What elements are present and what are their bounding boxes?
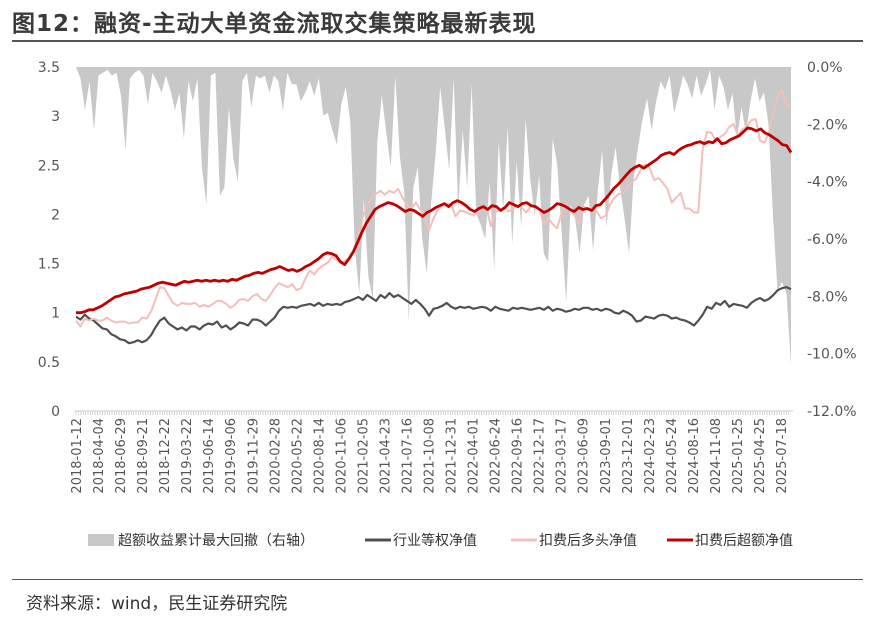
legend-label: 行业等权净值 [393,532,477,549]
left-y-axis: 0 0.5 1 1.5 2 2.5 3 3.5 [38,60,60,420]
x-tick-label: 2025-07-18 [775,418,790,494]
x-tick-label: 2020-05-22 [290,418,305,494]
legend-item-drawdown: 超额收益累计最大回撤（右轴） [88,533,314,549]
y-right-tick-label: -8.0% [807,289,848,305]
x-tick-label: 2022-04-01 [467,418,482,494]
x-tick-label: 2019-03-22 [180,418,195,494]
x-tick-label: 2024-02-23 [643,418,658,494]
series-long-nav-line [75,89,792,328]
x-tick-label: 2023-06-09 [577,418,592,494]
x-tick-label: 2021-04-23 [378,418,393,494]
x-tick-label: 2025-01-25 [731,418,746,494]
title-divider [12,40,863,42]
y-left-tick-label: 2.5 [38,158,60,174]
y-left-tick-label: 2 [51,207,60,223]
x-tick-label: 2021-12-31 [445,418,460,494]
y-right-tick-label: -4.0% [807,175,848,191]
x-tick-label: 2018-01-12 [70,418,85,494]
x-tick-label: 2019-09-06 [224,418,239,494]
y-left-tick-label: 3.5 [38,60,60,76]
legend-swatch [88,534,114,546]
x-tick-label: 2020-11-06 [334,418,349,494]
legend-item-long: 扣费后多头净值 [511,532,637,549]
y-left-tick-label: 1.5 [38,257,60,273]
legend-item-excess: 扣费后超额净值 [667,533,793,549]
series-lines-group [75,89,793,345]
x-tick-label: 2021-07-16 [401,418,416,494]
chart: 00.511.522.533.5 -12.0%-10.0%-8.0%-6.0%-… [38,60,857,549]
right-y-axis: -12.0% -10.0% -8.0% -6.0% -4.0% -2.0% 0.0% [807,60,857,420]
y-right-tick-label: -2.0% [807,117,848,133]
x-tick-label: 2022-06-24 [489,418,504,494]
x-tick-label: 2020-08-14 [312,418,327,494]
drawdown-area-group [76,67,791,366]
y-right-tick-label: -10.0% [807,347,857,363]
x-tick-label: 2022-12-17 [533,418,548,494]
x-axis-labels: 2018-01-12 2018-04-04 2018-06-29 2018-09-21… [70,418,790,494]
x-tick-label: 2022-09-16 [511,418,526,494]
y-right-tick-label: -12.0% [807,404,857,420]
x-tick-label: 2021-10-08 [423,418,438,494]
series-drawdown-area [76,67,791,366]
series-industry-equal-weight-line [75,286,792,345]
y-right-tick-label: 0.0% [807,60,843,76]
x-tick-label: 2019-11-29 [246,418,261,494]
legend-label: 超额收益累计最大回撤（右轴） [118,533,314,549]
y-left-tick-label: 1 [51,306,60,322]
chart-title: 图12：融资-主动大单资金流取交集策略最新表现 [12,11,537,37]
x-tick-label: 2018-09-21 [136,418,151,494]
x-tick-label: 2018-12-22 [158,418,173,494]
legend-item-industry: 行业等权净值 [365,532,477,549]
y-right-tick-label: -6.0% [807,232,848,248]
x-tick-label: 2023-12-01 [621,418,636,494]
x-tick-label: 2023-09-01 [599,418,614,494]
x-tick-label: 2018-04-04 [92,418,107,494]
x-tick-label: 2018-06-29 [114,418,129,494]
series-excess-nav-line [76,126,793,315]
x-tick-label: 2021-02-05 [356,418,371,494]
source-note: 资料来源：wind，民生证券研究院 [26,594,288,614]
x-tick-label: 2024-05-24 [665,418,680,494]
legend-label: 扣费后超额净值 [695,533,793,549]
y-left-tick-label: 0 [51,404,60,420]
legend-label: 扣费后多头净值 [539,532,637,549]
x-tick-label: 2020-02-28 [268,418,283,494]
x-tick-label: 2024-11-08 [709,418,724,494]
y-left-tick-label: 0.5 [38,355,60,371]
x-tick-label: 2019-06-14 [202,418,217,494]
y-left-tick-label: 3 [51,109,60,125]
x-tick-marks [75,411,790,415]
x-tick-label: 2025-04-25 [753,418,768,494]
footer-divider [12,579,863,580]
x-tick-label: 2024-08-16 [687,418,702,494]
x-tick-label: 2023-03-17 [555,418,570,494]
legend: 超额收益累计最大回撤（右轴） 行业等权净值 扣费后多头净值 扣费后超额净值 [88,532,793,549]
